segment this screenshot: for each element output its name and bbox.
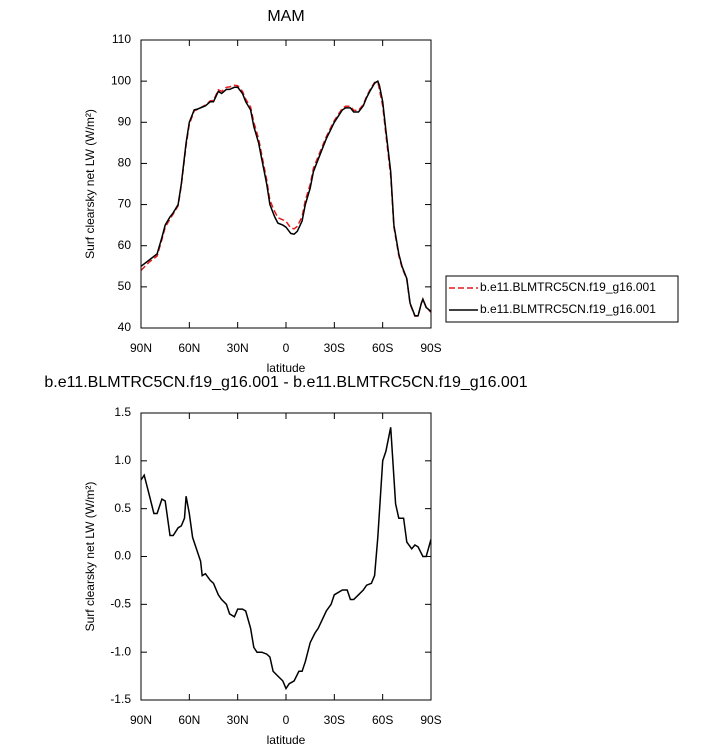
x-tick-label: 90S xyxy=(420,713,441,727)
x-tick-label: 0 xyxy=(283,713,290,727)
x-tick-label: 60S xyxy=(372,341,393,355)
y-tick-label: 1.0 xyxy=(114,453,131,467)
y-tick-label: 0.5 xyxy=(114,501,131,515)
x-tick-label: 90N xyxy=(130,341,152,355)
x-tick-label: 90S xyxy=(420,341,441,355)
plot-frame xyxy=(140,39,432,329)
x-tick-label: 60S xyxy=(372,713,393,727)
y-tick-label: 0.0 xyxy=(114,549,131,563)
x-axis-label: latitude xyxy=(267,361,306,375)
series-line xyxy=(141,81,431,317)
y-tick-label: 1.5 xyxy=(114,405,131,419)
x-tick-label: 60N xyxy=(178,341,200,355)
series-line xyxy=(141,427,431,691)
x-tick-label: 30N xyxy=(227,341,249,355)
y-tick-label: 90 xyxy=(118,114,132,128)
y-tick-label: -1.0 xyxy=(110,644,131,658)
x-tick-label: 30S xyxy=(324,713,345,727)
y-tick-label: 110 xyxy=(112,32,131,46)
x-axis-label: latitude xyxy=(267,733,306,747)
x-tick-label: 0 xyxy=(283,341,290,355)
y-axis-label: Surf clearsky net LW (W/m²) xyxy=(83,482,97,632)
y-tick-label: -1.5 xyxy=(110,692,131,706)
series-line xyxy=(141,79,431,317)
legend-label: b.e11.BLMTRC5CN.f19_g16.001 xyxy=(480,280,656,294)
y-tick-label: 70 xyxy=(118,197,132,211)
y-axis-label: Surf clearsky net LW (W/m²) xyxy=(83,109,97,259)
y-tick-label: 80 xyxy=(118,156,132,170)
legend-box xyxy=(445,275,679,323)
y-tick-label: 100 xyxy=(111,73,131,87)
y-tick-label: 40 xyxy=(118,320,132,334)
plot-frame xyxy=(140,412,432,701)
chart-title: b.e11.BLMTRC5CN.f19_g16.001 - b.e11.BLMT… xyxy=(44,374,527,391)
legend-label: b.e11.BLMTRC5CN.f19_g16.001 xyxy=(480,302,656,316)
chart-title: MAM xyxy=(267,8,304,25)
y-tick-label: 60 xyxy=(118,238,132,252)
x-tick-label: 60N xyxy=(178,713,200,727)
y-tick-label: -0.5 xyxy=(110,597,131,611)
x-tick-label: 90N xyxy=(130,713,152,727)
y-tick-label: 50 xyxy=(118,279,132,293)
x-tick-label: 30S xyxy=(324,341,345,355)
x-tick-label: 30N xyxy=(227,713,249,727)
